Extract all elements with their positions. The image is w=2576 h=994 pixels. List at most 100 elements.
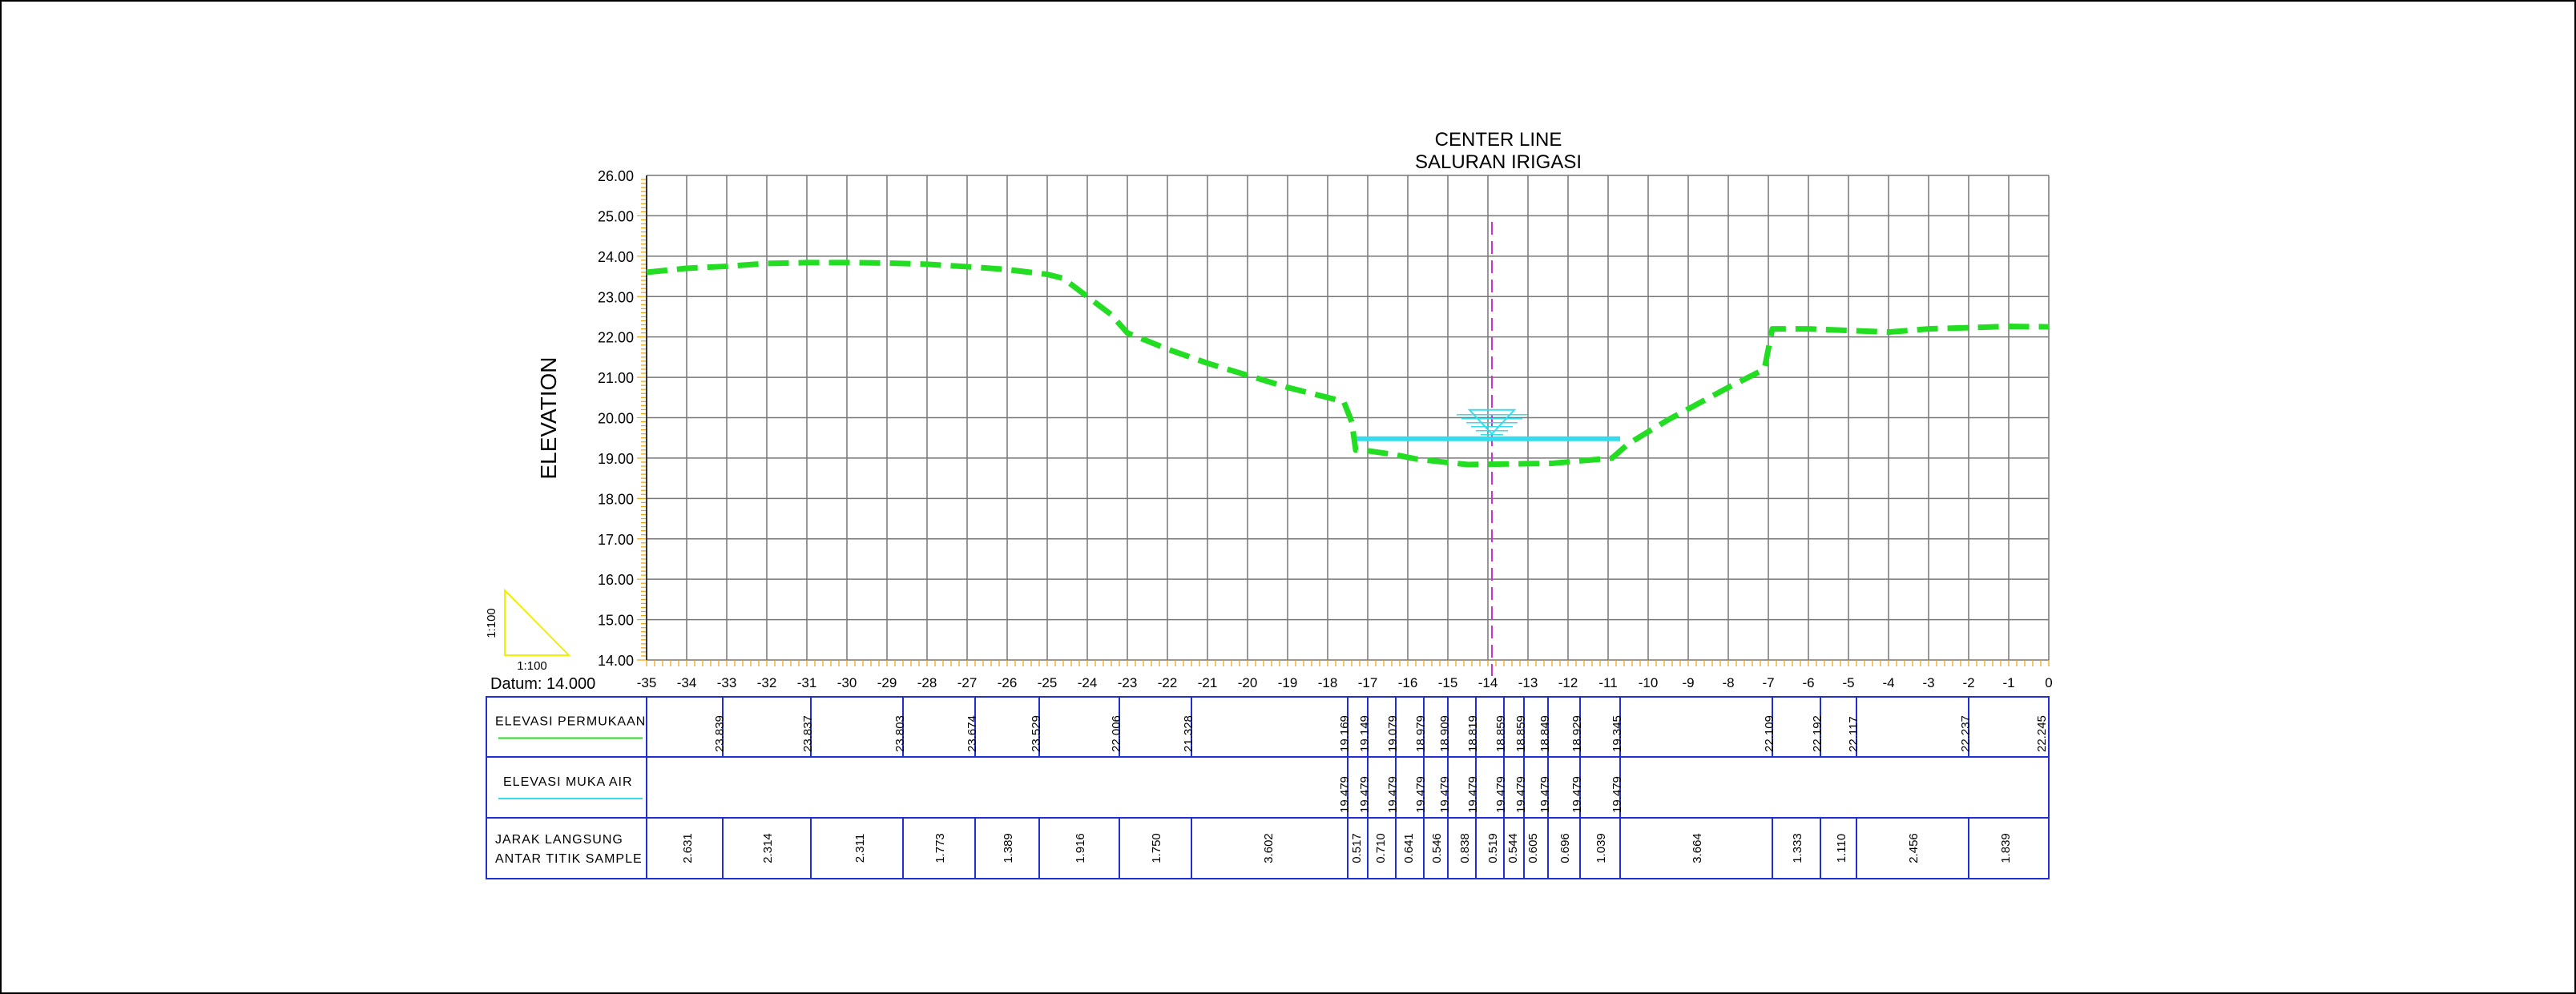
table-cell-value: 3.664 <box>1691 833 1704 863</box>
x-tick-label: -23 <box>1118 675 1138 690</box>
x-tick-label: -2 <box>1962 675 1974 690</box>
x-tick-label: -11 <box>1598 675 1617 690</box>
table-cell-value: 1.389 <box>1002 833 1015 863</box>
x-tick-label: -10 <box>1639 675 1659 690</box>
table-cell-value: 22.006 <box>1110 715 1123 752</box>
table-cell-value: 21.328 <box>1182 715 1195 752</box>
table-cell-value: 18.819 <box>1466 715 1480 752</box>
table-cell-value: 19.479 <box>1386 776 1400 813</box>
table-cell-value: 19.479 <box>1514 776 1528 813</box>
table-cell-value: 19.149 <box>1358 715 1372 752</box>
y-tick-label: 25.00 <box>598 208 634 224</box>
table-cell-value: 2.311 <box>853 834 867 863</box>
table-cell-value: 19.169 <box>1338 715 1352 752</box>
table-cell-value: 3.602 <box>1262 833 1276 863</box>
x-tick-label: -9 <box>1682 675 1694 690</box>
x-tick-label: -21 <box>1198 675 1218 690</box>
x-tick-label: -12 <box>1558 675 1578 690</box>
x-tick-label: -6 <box>1802 675 1814 690</box>
x-tick-label: -20 <box>1238 675 1258 690</box>
x-tick-label: -27 <box>957 675 978 690</box>
datum-label: Datum: 14.000 <box>490 675 595 693</box>
table-cell-value: 18.929 <box>1570 715 1584 752</box>
x-tick-label: 0 <box>2045 675 2052 690</box>
table-cell-value: 19.479 <box>1466 776 1480 813</box>
chart-title: CENTER LINE <box>1435 129 1562 151</box>
y-tick-label: 23.00 <box>598 289 634 305</box>
x-tick-label: -15 <box>1438 675 1458 690</box>
series-layer <box>646 222 2050 676</box>
x-tick-label: -35 <box>637 675 657 690</box>
y-axis-label: ELEVATION <box>536 356 561 479</box>
x-tick-label: -24 <box>1078 675 1098 690</box>
y-tick-label: 18.00 <box>598 491 634 507</box>
x-tick-label: -7 <box>1762 675 1774 690</box>
data-table: ELEVASI PERMUKAAN ELEVASI MUKA AIR JARAK L… <box>486 696 2050 879</box>
table-cell-value: 19.479 <box>1438 776 1452 813</box>
table-cell-value: 22.109 <box>1763 715 1776 752</box>
x-tick-label: -8 <box>1722 675 1734 690</box>
table-cell-value: 23.839 <box>713 715 727 752</box>
table-cell-value: 0.710 <box>1374 833 1388 863</box>
table-cell-value: 18.909 <box>1438 715 1452 752</box>
row-label: ANTAR TITIK SAMPLE <box>495 852 643 866</box>
y-tick-label: 24.00 <box>598 249 634 265</box>
table-cell-value: 22.245 <box>2035 715 2049 752</box>
table-cell-value: 23.803 <box>893 715 907 752</box>
y-tick-label: 21.00 <box>598 370 634 386</box>
table-cell-value: 18.979 <box>1414 715 1428 752</box>
table-cell-value: 0.517 <box>1350 833 1364 863</box>
y-tick-label: 14.00 <box>598 653 634 669</box>
x-tick-label: -16 <box>1398 675 1418 690</box>
table-cell-value: 23.837 <box>801 715 815 752</box>
table-cell-value: 0.519 <box>1486 833 1500 863</box>
x-tick-label: -13 <box>1518 675 1538 690</box>
chart-subtitle: SALURAN IRIGASI <box>1415 151 1582 173</box>
x-tick-label: -4 <box>1882 675 1894 690</box>
x-tick-label: -28 <box>917 675 937 690</box>
vertical-scale-label: 1:100 <box>485 608 498 638</box>
table-cell-value: 19.479 <box>1338 776 1352 813</box>
table-cell-value: 1.839 <box>1999 833 2013 863</box>
x-tick-label: -19 <box>1278 675 1298 690</box>
axis-ticks <box>637 175 2050 666</box>
table-cell-value: 22.237 <box>1959 715 1973 752</box>
x-tick-label: -14 <box>1478 675 1498 690</box>
table-cell-value: 1.039 <box>1594 833 1608 863</box>
x-tick-label: -31 <box>797 675 817 690</box>
table-cell-value: 18.859 <box>1494 715 1508 752</box>
x-tick-label: -30 <box>837 675 857 690</box>
table-cell-value: 19.479 <box>1538 776 1552 813</box>
table-cell-value: 0.838 <box>1458 833 1472 863</box>
x-tick-label: -3 <box>1922 675 1934 690</box>
table-cell-value: 19.479 <box>1570 776 1584 813</box>
y-tick-label: 20.00 <box>598 411 634 427</box>
x-tick-label: -17 <box>1358 675 1378 690</box>
y-tick-label: 26.00 <box>598 168 634 184</box>
row-label: ELEVASI MUKA AIR <box>503 775 633 789</box>
ground-surface-line <box>646 260 2050 468</box>
y-tick-label: 17.00 <box>598 532 634 548</box>
table-cell-value: 0.544 <box>1506 833 1520 863</box>
table-cell-value: 19.479 <box>1358 776 1372 813</box>
x-tick-label: -29 <box>877 675 897 690</box>
y-tick-label: 19.00 <box>598 451 634 467</box>
x-tick-label: -34 <box>677 675 697 690</box>
table-cell-value: 1.750 <box>1150 833 1163 863</box>
table-cell-value: 19.479 <box>1414 776 1428 813</box>
table-cell-value: 2.631 <box>681 833 695 863</box>
table-cell-value: 23.529 <box>1030 715 1043 752</box>
y-tick-label: 15.00 <box>598 613 634 629</box>
x-tick-label: -22 <box>1158 675 1178 690</box>
table-cell-value: 22.117 <box>1847 716 1860 752</box>
row-label: ELEVASI PERMUKAAN <box>495 715 646 729</box>
axis-tick-labels: 14.00 15.00 16.00 17.00 18.00 19.00 20.00 21.00… <box>598 168 2053 690</box>
table-cell-value: 1.333 <box>1791 833 1804 863</box>
table-cell-value: 2.314 <box>761 833 775 863</box>
table-cell-value: 23.674 <box>965 715 979 752</box>
x-tick-label: -5 <box>1842 675 1854 690</box>
table-cell-value: 19.479 <box>1611 776 1624 813</box>
horizontal-scale-label: 1:100 <box>517 659 547 673</box>
